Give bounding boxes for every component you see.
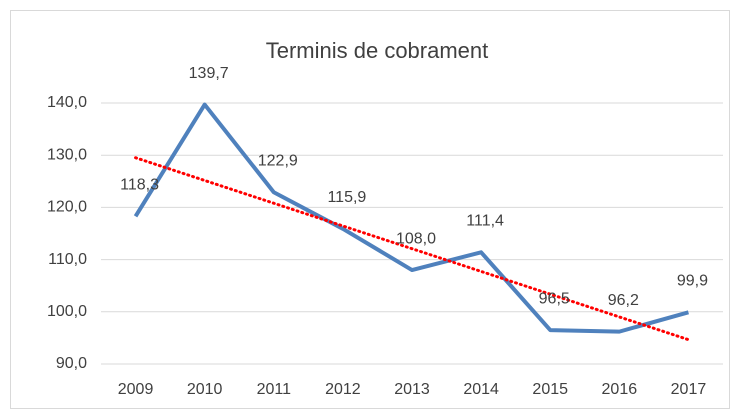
y-tick-label: 110,0: [48, 251, 87, 268]
data-label: 122,9: [258, 152, 298, 169]
data-label: 96,2: [608, 292, 639, 309]
data-label: 108,0: [396, 230, 436, 247]
data-label: 118,3: [120, 176, 159, 193]
trendline: [134, 156, 690, 342]
y-tick-label: 90,0: [56, 355, 87, 372]
x-tick-label: 2011: [257, 381, 292, 398]
x-tick-label: 2009: [118, 381, 154, 398]
x-tick-label: 2016: [602, 381, 638, 398]
data-label: 99,9: [677, 273, 708, 290]
y-tick-label: 140,0: [47, 94, 87, 111]
x-tick-label: 2010: [187, 381, 223, 398]
data-label: 139,7: [189, 65, 229, 82]
data-line: [133, 102, 689, 334]
chart-border: [10, 10, 730, 409]
chart-title: Terminis de cobrament: [266, 38, 489, 63]
y-tick-label: 130,0: [47, 146, 87, 163]
x-tick-label: 2013: [394, 381, 430, 398]
data-label: 115,9: [327, 189, 366, 206]
data-label: 111,4: [466, 213, 504, 230]
data-label: 96,5: [539, 290, 570, 307]
x-tick-label: 2015: [532, 381, 568, 398]
x-tick-label: 2012: [325, 381, 361, 398]
x-tick-label: 2014: [463, 381, 499, 398]
y-tick-label: 120,0: [47, 199, 87, 216]
x-tick-label: 2017: [671, 381, 707, 398]
y-tick-label: 100,0: [47, 303, 87, 320]
